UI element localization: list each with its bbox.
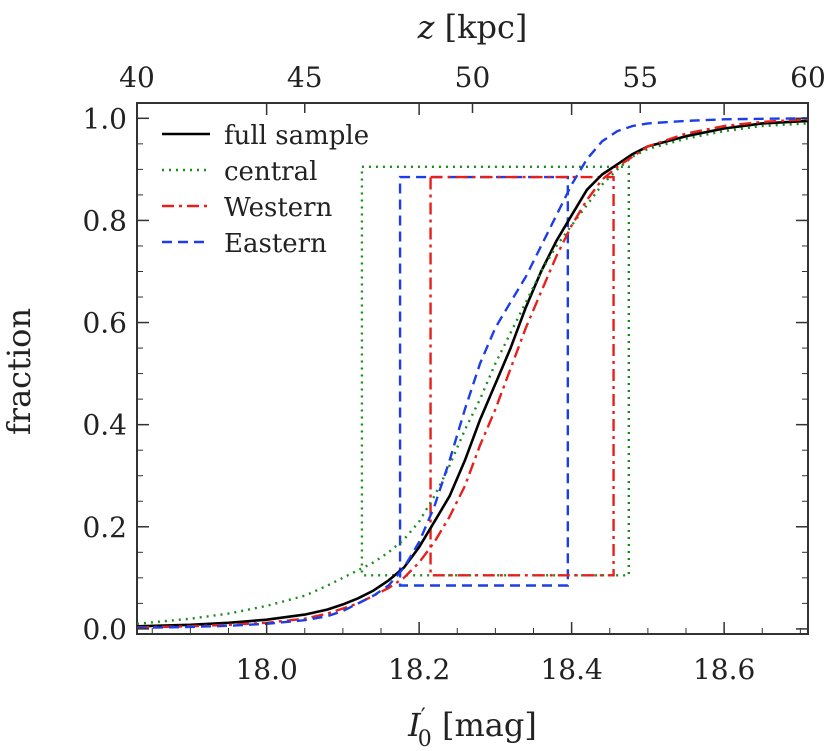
y-tick-label: 0.2: [82, 511, 127, 544]
legend-label: Eastern: [224, 229, 327, 259]
top-tick-label: 60: [790, 61, 826, 94]
y-tick-label: 1.0: [82, 102, 127, 135]
series-line-full-sample: [136, 119, 809, 628]
x-tick-label: 18.6: [693, 653, 755, 686]
selection-boxes: [360, 165, 631, 587]
x-tick-label: 18.4: [540, 653, 602, 686]
y-tick-label: 0.0: [82, 613, 127, 646]
legend-label: full sample: [224, 121, 369, 151]
y-tick-label: 0.6: [82, 307, 127, 340]
top-tick-label: 45: [287, 61, 323, 94]
x-axis-title-prime: ′: [421, 705, 426, 730]
top-tick-label: 50: [455, 61, 491, 94]
x-tick-label: 18.0: [235, 653, 297, 686]
top-axis: 40 45 50 55 60: [119, 61, 826, 113]
top-axis-title-var: z: [417, 8, 436, 46]
legend: full sample central Western Eastern: [162, 121, 369, 259]
y-tick-label: 0.4: [82, 409, 127, 442]
selection-box-western: [429, 175, 615, 577]
y-tick-label: 0.8: [82, 204, 127, 237]
top-tick-label: 55: [622, 61, 658, 94]
series-line-western: [136, 118, 809, 629]
x-axis-title: I′ 0 [mag]: [407, 705, 537, 751]
y-axis-title: fraction: [0, 308, 38, 435]
bottom-axis: 18.0 18.2 18.4 18.6: [151, 103, 801, 686]
series-line-eastern: [136, 117, 809, 630]
x-axis-title-sub: 0: [418, 727, 432, 751]
legend-label: Western: [224, 193, 333, 223]
top-tick-label: 40: [119, 61, 155, 94]
x-axis-title-var: I: [407, 706, 422, 744]
selection-box-eastern: [398, 175, 570, 587]
top-axis-title: z [kpc]: [417, 8, 528, 46]
selection-box-central: [360, 165, 631, 577]
x-tick-label: 18.2: [388, 653, 450, 686]
left-axis: 0.0 0.2 0.4 0.6 0.8 1.0: [82, 102, 808, 646]
top-axis-title-unit: [kpc]: [434, 8, 527, 46]
legend-label: central: [224, 157, 317, 187]
series-lines: [136, 117, 809, 630]
x-axis-title-unit: [mag]: [432, 706, 537, 744]
